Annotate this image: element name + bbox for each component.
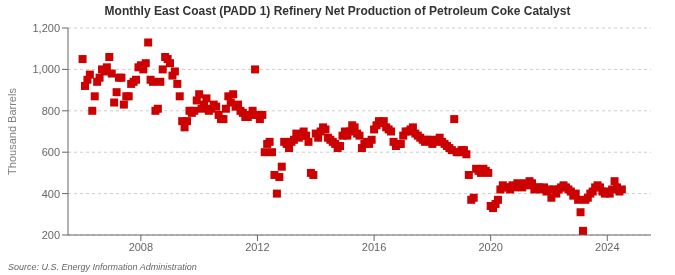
svg-text:Thousand Barrels: Thousand Barrels xyxy=(6,88,18,175)
html-text:Monthly East Coast (PADD 1) Re: Monthly East Coast (PADD 1) Refinery Net… xyxy=(104,4,571,18)
svg-text:2024: 2024 xyxy=(595,241,619,253)
svg-text:200: 200 xyxy=(42,229,60,241)
svg-text:1,000: 1,000 xyxy=(32,63,60,75)
svg-text:1,200: 1,200 xyxy=(32,22,60,34)
svg-text:600: 600 xyxy=(42,146,60,158)
svg-text:2008: 2008 xyxy=(129,241,153,253)
svg-text:800: 800 xyxy=(42,105,60,117)
svg-text:2020: 2020 xyxy=(478,241,502,253)
html-text:Source: U.S. Energy Informatio: Source: U.S. Energy Information Administ… xyxy=(8,262,197,272)
svg-text:2016: 2016 xyxy=(362,241,386,253)
svg-text:2012: 2012 xyxy=(245,241,269,253)
svg-text:400: 400 xyxy=(42,188,60,200)
